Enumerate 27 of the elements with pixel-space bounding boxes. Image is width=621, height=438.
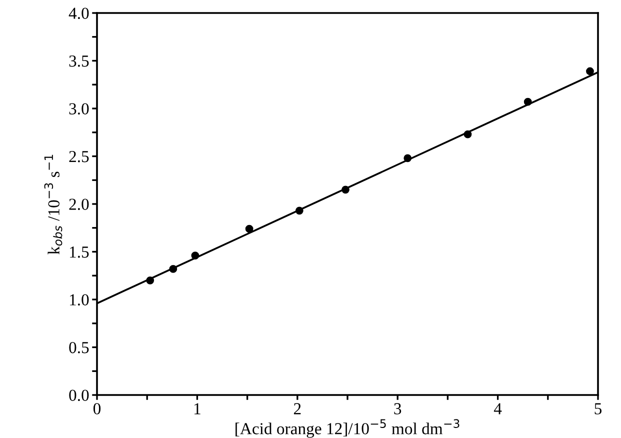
x-axis-title: [Acid orange 12]/10$^{−5}$ mol dm$^{−3}$ bbox=[236, 419, 460, 438]
point bbox=[464, 130, 472, 138]
text: 0.0 bbox=[69, 390, 89, 402]
x-tick-label: 3 bbox=[394, 403, 402, 414]
x-tick-label: 2 bbox=[294, 403, 301, 414]
x-tick-label: 5 bbox=[594, 403, 602, 414]
y-tick-label: 3.5 bbox=[69, 55, 89, 67]
point bbox=[524, 98, 532, 106]
y-tick-label: 2.5 bbox=[69, 150, 89, 162]
point bbox=[586, 67, 594, 76]
point bbox=[169, 264, 178, 273]
x-tick-label: 4 bbox=[494, 403, 502, 414]
y-tick-label: 1.5 bbox=[70, 246, 89, 258]
x-tick-label: 0 bbox=[93, 403, 101, 414]
y-tick-label: 4.0 bbox=[68, 8, 89, 20]
y-axis-title: k$_{obs}$ /10$^{−3}$ s$^{−1}$ bbox=[44, 154, 62, 254]
y-tick-label: 3.0 bbox=[69, 103, 89, 115]
y-tick-label: 2.0 bbox=[69, 198, 89, 210]
point bbox=[146, 276, 154, 284]
x-tick-label: 1 bbox=[194, 403, 200, 414]
point bbox=[191, 252, 200, 260]
y-tick-label: 1.0 bbox=[70, 294, 89, 306]
point bbox=[245, 224, 254, 233]
point bbox=[404, 154, 412, 162]
point bbox=[342, 186, 350, 194]
y-tick-label: 0.5 bbox=[69, 342, 89, 354]
point bbox=[295, 206, 304, 215]
